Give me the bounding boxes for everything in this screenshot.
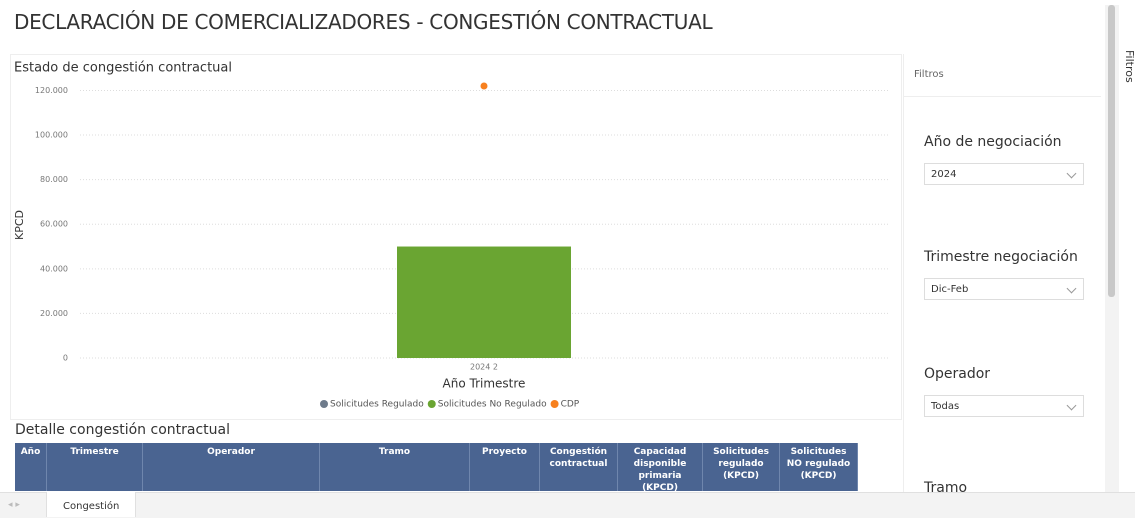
legend-label: CDP bbox=[561, 400, 580, 410]
legend-label: Solicitudes Regulado bbox=[330, 400, 424, 410]
filters-pane: Filtros Año de negociación 2024 Trimestre … bbox=[903, 54, 1101, 496]
filters-title: Filtros bbox=[914, 69, 944, 80]
column-header: Capacidad disponible primaria (KPCD) bbox=[618, 443, 703, 491]
column-header: Proyecto bbox=[470, 443, 540, 491]
table-header: Año Trimestre Operador Tramo Proyecto Congest… bbox=[15, 443, 858, 491]
filter-dropdown[interactable]: Dic-Feb bbox=[924, 278, 1084, 300]
y-axis-title: KPCD bbox=[13, 210, 26, 240]
bar-segment bbox=[397, 246, 571, 358]
page-title: DECLARACIÓN DE COMERCIALIZADORES - CONGE… bbox=[14, 10, 713, 34]
legend-swatch bbox=[320, 400, 328, 408]
divider bbox=[904, 96, 1101, 97]
tab-nav[interactable]: ◂ ▸ bbox=[8, 500, 20, 510]
column-header: Congestión contractual bbox=[540, 443, 618, 491]
y-tick-label: 40.000 bbox=[40, 264, 68, 273]
filter-dropdown[interactable]: Todas bbox=[924, 395, 1084, 417]
table-title: Detalle congestión contractual bbox=[15, 422, 230, 438]
legend-swatch bbox=[550, 400, 559, 408]
column-header: Operador bbox=[143, 443, 320, 491]
page-tab[interactable]: Congestión bbox=[46, 492, 137, 517]
tabs: Congestión bbox=[46, 492, 137, 517]
chart-panel bbox=[10, 54, 902, 420]
y-tick-label: 60.000 bbox=[40, 220, 68, 229]
filter-label: Operador bbox=[924, 366, 991, 382]
column-header: Trimestre bbox=[47, 443, 143, 491]
column-header: Solicitudes NO regulado (KPCD) bbox=[780, 443, 858, 491]
tab-bar bbox=[0, 492, 1135, 518]
chart: Estado de congestión contractual KPCD Añ… bbox=[13, 61, 890, 410]
scrollbar-thumb[interactable] bbox=[1108, 5, 1115, 297]
x-axis-title: Año Trimestre bbox=[443, 377, 526, 391]
filter-dropdown[interactable]: 2024 bbox=[924, 163, 1084, 185]
cdp-point bbox=[480, 82, 488, 90]
y-tick-label: 0 bbox=[63, 354, 68, 363]
x-tick-label: 2024 2 bbox=[470, 363, 498, 372]
y-tick-label: 80.000 bbox=[40, 175, 68, 184]
filter-label: Año de negociación bbox=[924, 134, 1062, 150]
y-tick-label: 20.000 bbox=[40, 309, 68, 318]
column-header: Tramo bbox=[320, 443, 470, 491]
filters-tab[interactable]: Filtros bbox=[1123, 50, 1135, 83]
filter-label: Trimestre negociación bbox=[924, 249, 1078, 265]
column-header: Año bbox=[15, 443, 47, 491]
y-tick-label: 120.000 bbox=[35, 86, 68, 95]
legend-label: Solicitudes No Regulado bbox=[438, 400, 547, 410]
column-header: Solicitudes regulado (KPCD) bbox=[703, 443, 780, 491]
y-tick-label: 100.000 bbox=[35, 131, 68, 140]
legend-swatch bbox=[427, 400, 436, 408]
chart-title: Estado de congestión contractual bbox=[14, 61, 232, 76]
